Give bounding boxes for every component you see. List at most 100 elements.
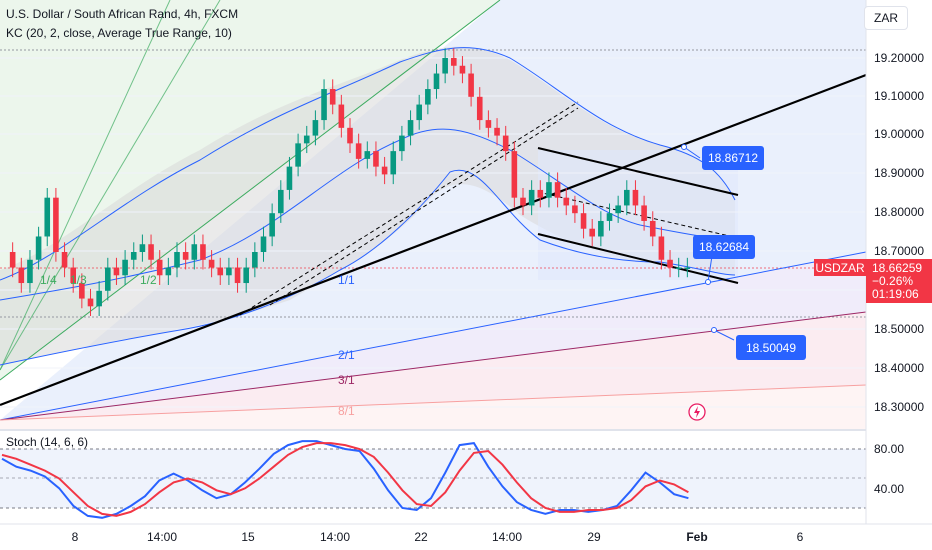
stoch-series-pct-k (1, 440, 689, 519)
ytick-3: 18.90000 (874, 166, 924, 180)
xtick-7: Feb (686, 530, 707, 544)
candle-body (165, 267, 172, 276)
candle-body (563, 197, 570, 206)
ytick-9: 18.30000 (874, 400, 924, 414)
time-axis: 8 14:00 15 14:00 22 14:00 29 Feb 6 (72, 530, 804, 544)
candle-body (632, 189, 639, 206)
candle-body (347, 127, 353, 144)
candle-body (70, 267, 76, 284)
ytick-4: 18.80000 (874, 205, 924, 219)
candle-body (364, 151, 371, 159)
candle-body (433, 73, 440, 90)
candle-body (303, 135, 310, 144)
candle-body (425, 89, 431, 105)
candle-body (537, 189, 544, 198)
candle-body (624, 189, 630, 206)
candle-body (312, 120, 319, 136)
currency-button[interactable]: ZAR (864, 6, 908, 30)
candle-body (407, 120, 414, 136)
candle-body (416, 104, 422, 121)
candle-body (390, 151, 397, 175)
candle-body (96, 290, 102, 307)
candle-body (606, 213, 613, 221)
candle-body (105, 267, 111, 291)
candle-body (243, 267, 249, 284)
candle-body (35, 236, 42, 260)
price-tag-symbol: USDZAR (815, 261, 865, 275)
candle-body (226, 267, 232, 276)
ytick-1: 19.10000 (874, 89, 924, 103)
keltner-fill (0, 46, 735, 365)
xtick-1: 14:00 (147, 530, 177, 544)
price-tag-price: 18.66259 (872, 261, 922, 275)
fan-label-quarter: 1/4 (40, 273, 57, 287)
candle-body (200, 244, 206, 260)
candle-body (589, 228, 595, 237)
candle-body (667, 259, 673, 268)
candle-body (338, 104, 345, 128)
candle-body (156, 259, 163, 276)
candle-body (598, 220, 604, 237)
price-gridlines (0, 57, 866, 408)
xtick-5: 14:00 (492, 530, 522, 544)
xtick-2: 15 (241, 530, 255, 544)
candle-body (329, 89, 336, 105)
callout-lower[interactable]: 18.50049 (711, 327, 807, 361)
stoch-levels (0, 448, 866, 509)
ytick-0: 19.20000 (874, 51, 924, 65)
candle-body (217, 267, 224, 276)
fan-label-eight: 8/1 (338, 404, 355, 418)
candle-body (528, 189, 535, 206)
fan-label-group: 1/4 1/3 1/2 1/1 2/1 3/1 8/1 (40, 273, 355, 418)
lightning-icon[interactable] (688, 403, 706, 421)
candle-body (234, 267, 241, 284)
candle-body (615, 205, 621, 214)
candle-body (381, 166, 388, 175)
candle-body (641, 205, 647, 221)
keltner-bands (0, 47, 736, 366)
candle-body (476, 96, 483, 121)
stoch-ytick-40: 40.00 (874, 482, 904, 496)
candle-body (44, 197, 51, 237)
callout-upper[interactable]: 18.86712 (681, 144, 765, 171)
candle-body (658, 236, 665, 260)
candle-body (79, 283, 85, 299)
callout-mid[interactable]: 18.62684 (693, 235, 755, 285)
fan-label-half: 1/2 (140, 273, 157, 287)
stoch-lines (1, 440, 689, 519)
ytick-5: 18.70000 (874, 244, 924, 258)
candle-body (399, 135, 405, 152)
xtick-0: 8 (72, 530, 79, 544)
candle-body (260, 236, 267, 252)
fan-label-two: 2/1 (338, 348, 355, 362)
candle-body (61, 252, 68, 268)
candle-body (130, 252, 137, 260)
xtick-8: 6 (797, 530, 804, 544)
candle-body (511, 151, 518, 198)
candle-body (355, 143, 362, 159)
callout-lower-text: 18.50049 (746, 341, 796, 355)
candle-body (502, 135, 509, 152)
price-axis-ticks: 19.20000 19.10000 19.00000 18.90000 18.8… (874, 51, 924, 496)
candle-body (684, 267, 691, 270)
fan-label-three: 3/1 (338, 373, 355, 387)
candle-body (580, 213, 587, 229)
candle-body (649, 220, 656, 237)
stoch-series-pct-d (1, 442, 689, 517)
callout-upper-text: 18.86712 (708, 151, 758, 165)
candle-body (572, 205, 578, 214)
candle-body (269, 213, 275, 237)
candle-body (485, 120, 492, 128)
ytick-8: 18.40000 (874, 361, 924, 375)
candle-body (191, 244, 198, 260)
stoch-label: Stoch (14, 6, 6) (6, 435, 88, 449)
candle-body (373, 151, 379, 167)
candle-body (321, 89, 327, 121)
indicator-label: KC (20, 2, close, Average True Range, 10… (6, 26, 232, 40)
price-tag-countdown: 01:19:06 (872, 287, 919, 301)
ytick-2: 19.00000 (874, 127, 924, 141)
candle-body (182, 252, 189, 260)
xtick-6: 29 (587, 530, 601, 544)
candle-body (139, 244, 146, 252)
candles (9, 48, 691, 317)
